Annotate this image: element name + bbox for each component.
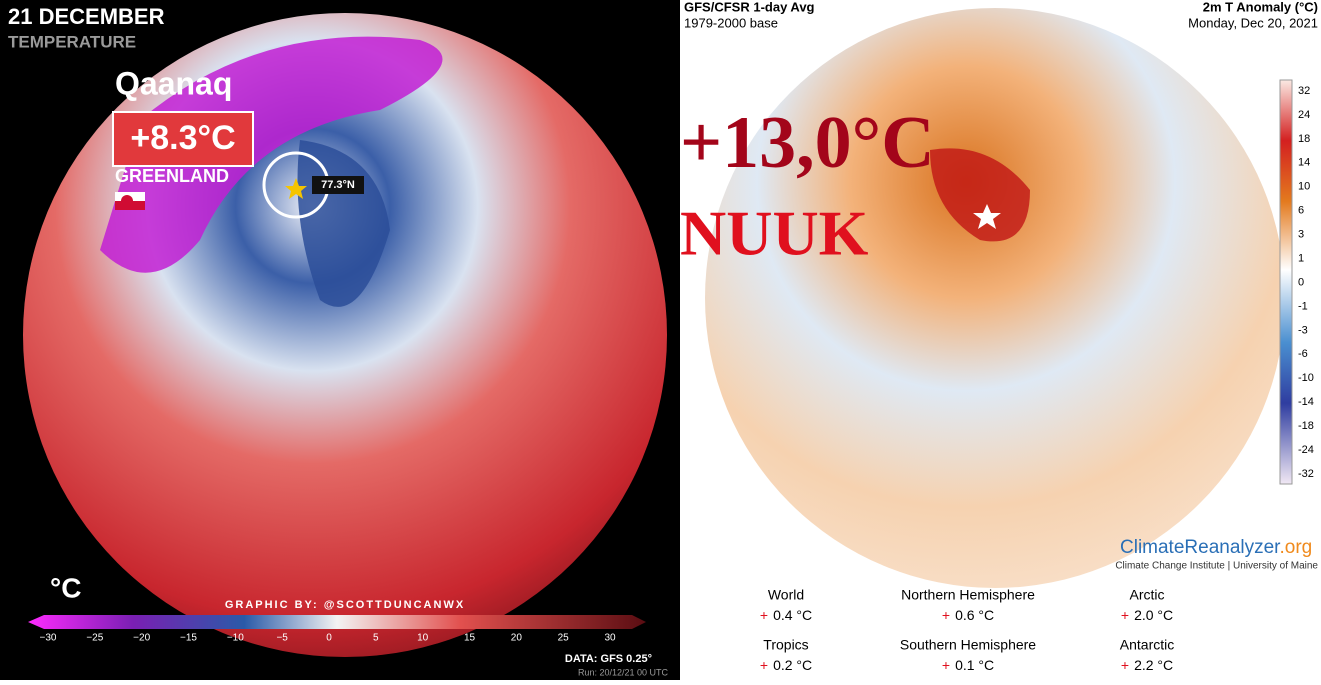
colorbar-tick-label: 20: [511, 633, 523, 644]
colorbar-tick-label: 0: [326, 633, 332, 644]
overlay-place: NUUK: [680, 198, 869, 269]
right-title: 2m T Anomaly (°C): [1203, 0, 1318, 14]
stat-sign: +: [760, 657, 768, 673]
nuuk-star: [973, 204, 1001, 229]
colorbar-tick-label: 15: [464, 633, 476, 644]
stat-value: +0.1 °C: [942, 657, 994, 673]
colorbar-tick-label: −5: [276, 633, 288, 644]
colorbar-tick-label: 5: [373, 633, 379, 644]
brand-suffix: .org: [1279, 537, 1312, 558]
brand: ClimateReanalyzer.org: [1120, 537, 1312, 558]
temperature-box: [112, 111, 254, 167]
colorbar-tick-label: -24: [1298, 444, 1314, 456]
stat-value: +0.2 °C: [760, 657, 812, 673]
colorbar-tick-label: -14: [1298, 396, 1314, 408]
stat-sign: +: [1121, 607, 1129, 623]
stat-region: Northern Hemisphere: [901, 587, 1035, 603]
country: GREENLAND: [115, 166, 229, 186]
stat-value: +2.2 °C: [1121, 657, 1173, 673]
stat-sign: +: [942, 607, 950, 623]
stat-region: Southern Hemisphere: [900, 637, 1036, 653]
date-heading: 21 DECEMBER: [8, 4, 165, 29]
stat-value: +2.0 °C: [1121, 607, 1173, 623]
stat-sign: +: [942, 657, 950, 673]
colorbar-tick-label: −25: [86, 633, 103, 644]
colorbar-tick-label: -10: [1298, 372, 1314, 384]
colorbar-tick-label: -18: [1298, 420, 1314, 432]
location-star: [285, 178, 307, 199]
credit: GRAPHIC BY: @SCOTTDUNCANWX: [225, 599, 465, 611]
colorbar-tick-label: 6: [1298, 205, 1304, 217]
stat-number: 0.4 °C: [773, 607, 812, 623]
stat-number: 0.6 °C: [955, 607, 994, 623]
subtitle: TEMPERATURE: [8, 32, 136, 51]
base: 1979-2000 base: [684, 15, 778, 30]
latitude-box: [312, 176, 364, 194]
stat-region: Arctic: [1130, 587, 1165, 603]
colorbar-tick-label: −15: [180, 633, 197, 644]
colorbar-tick-label: 32: [1298, 85, 1310, 97]
stat-number: 2.2 °C: [1134, 657, 1173, 673]
source: GFS/CFSR 1-day Avg: [684, 0, 815, 14]
colorbar-tick-label: -6: [1298, 348, 1308, 360]
data-source: DATA: GFS 0.25°: [565, 653, 652, 665]
colorbar-tick-label: 10: [1298, 181, 1310, 193]
colorbar-tick-label: −30: [40, 633, 57, 644]
institute: Climate Change Institute | University of…: [1115, 561, 1318, 572]
temperature: +8.3°C: [130, 119, 235, 157]
place: Qaanaq: [115, 65, 232, 101]
stat-region: Antarctic: [1120, 637, 1174, 653]
colorbar-tick-label: 25: [558, 633, 570, 644]
stat-number: 2.0 °C: [1134, 607, 1173, 623]
stat-region: World: [768, 587, 804, 603]
overlay-value: +13,0°C: [680, 102, 935, 184]
colorbar-tick-label: 18: [1298, 133, 1310, 145]
stat-number: 0.1 °C: [955, 657, 994, 673]
unit: °C: [50, 572, 81, 603]
colorbar-tick-label: -32: [1298, 468, 1314, 480]
right-date: Monday, Dec 20, 2021: [1188, 15, 1318, 30]
colorbar-tick-label: 3: [1298, 229, 1304, 241]
stat-number: 0.2 °C: [773, 657, 812, 673]
stat-value: +0.4 °C: [760, 607, 812, 623]
colorbar-tick-label: -3: [1298, 324, 1308, 336]
colorbar-tick-label: 14: [1298, 157, 1310, 169]
colorbar-tick-label: 30: [604, 633, 616, 644]
stat-sign: +: [1121, 657, 1129, 673]
colorbar-tick-label: -1: [1298, 300, 1308, 312]
colorbar-tick-label: −20: [133, 633, 150, 644]
stat-region: Tropics: [763, 637, 808, 653]
colorbar-tick-label: 24: [1298, 109, 1310, 121]
cold-region: [100, 36, 443, 273]
left-colorbar: [28, 615, 646, 629]
brand-main: ClimateReanalyzer: [1120, 537, 1281, 558]
colorbar-tick-label: 0: [1298, 276, 1304, 288]
right-globe: [705, 8, 1285, 588]
latitude: 77.3°N: [321, 179, 355, 191]
stat-value: +0.6 °C: [942, 607, 994, 623]
colorbar-tick-label: −10: [227, 633, 244, 644]
run-time: Run: 20/12/21 00 UTC: [578, 667, 669, 677]
stat-sign: +: [760, 607, 768, 623]
right-colorbar: [1279, 79, 1293, 485]
colorbar-tick-label: 1: [1298, 252, 1304, 264]
flag-circle: [121, 195, 133, 207]
colorbar-tick-label: 10: [417, 633, 429, 644]
warm-anomaly: [930, 148, 1030, 242]
